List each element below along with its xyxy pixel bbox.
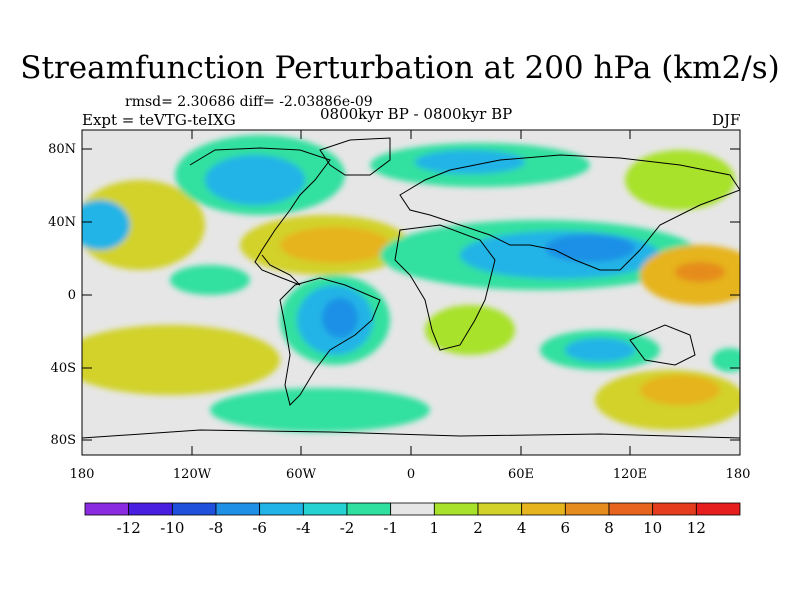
period-label: 0800kyr BP - 0800kyr BP	[320, 105, 513, 123]
field-pacific-high-core	[675, 262, 725, 282]
season-label: DJF	[712, 111, 741, 129]
colorbar-label: -6	[252, 519, 267, 537]
coast-africa	[394, 224, 496, 351]
colorbar-label: 12	[687, 519, 706, 537]
lon-label: 180	[70, 467, 95, 482]
lon-label: 120E	[613, 467, 647, 482]
lon-label: 0	[407, 467, 415, 482]
coast-antarctica	[82, 429, 740, 439]
lon-label: 60W	[286, 467, 317, 482]
colorbar-swatch	[433, 502, 479, 516]
colorbar-label: -4	[296, 519, 311, 537]
lat-label: 0	[68, 288, 76, 303]
colorbar-swatch	[390, 502, 435, 516]
colorbar-label: -8	[209, 519, 224, 537]
coast-greenland	[319, 137, 391, 176]
colorbar-swatch	[477, 502, 523, 516]
field-arctic-low	[415, 150, 525, 174]
field-atlantic-ridge-core	[280, 227, 390, 263]
field-south-pacific-positive	[82, 325, 280, 395]
colorbar-swatch	[302, 502, 348, 516]
colorbar-labels: -12 -10 -8 -6 -4 -2 -1 1 2 4 6 8 10 12	[117, 519, 706, 537]
colorbar-swatch	[128, 502, 173, 516]
colorbar-swatch	[608, 502, 654, 516]
colorbar-label: 4	[517, 519, 527, 537]
lat-labels: 80N 40N 0 40S 80S	[48, 142, 76, 448]
colorbar-swatch	[652, 502, 697, 516]
coast-australia	[629, 324, 696, 366]
stats-line: rmsd= 2.30686 diff= -2.03886e-09	[125, 94, 373, 110]
colorbar-label: -2	[340, 519, 355, 537]
field-indian-low	[565, 338, 635, 362]
lat-label: 80S	[51, 433, 76, 448]
colorbar-swatch	[215, 502, 261, 516]
colorbar-label: 6	[561, 519, 571, 537]
field-siberia-positive	[625, 150, 735, 210]
colorbar-swatch	[564, 502, 610, 516]
colorbar	[84, 502, 741, 516]
experiment-label: Expt = teVTG-teIXG	[82, 111, 236, 129]
field-africa-positive	[425, 305, 515, 355]
coast-eurasia	[399, 154, 740, 271]
colorbar-label: 10	[643, 519, 662, 537]
colorbar-label: -12	[117, 519, 141, 537]
lat-label: 40N	[48, 215, 76, 230]
colorbar-swatch	[259, 502, 304, 516]
lon-label: 120W	[173, 467, 212, 482]
lat-label: 40S	[51, 361, 76, 376]
colorbar-label: -10	[160, 519, 184, 537]
colorbar-label: -1	[383, 519, 398, 537]
lat-label: 80N	[48, 142, 76, 157]
lon-label: 60E	[508, 467, 534, 482]
colorbar-label: 8	[604, 519, 614, 537]
colorbar-label: 1	[430, 519, 440, 537]
field-pacific-nw-negative	[82, 200, 130, 250]
contour-fields	[82, 135, 740, 432]
chart-title: Streamfunction Perturbation at 200 hPa (…	[20, 50, 780, 86]
field-samerica-low-core	[322, 298, 358, 338]
colorbar-label: 2	[473, 519, 483, 537]
coastlines	[82, 137, 740, 439]
coast-south-america	[279, 277, 381, 406]
lon-tick-marks	[191, 130, 631, 455]
lon-label: 180	[726, 467, 751, 482]
colorbar-swatch	[171, 502, 217, 516]
field-far-east-low	[712, 348, 740, 372]
lon-labels: 180 120W 60W 0 60E 120E 180	[70, 467, 751, 482]
coast-north-america	[189, 147, 331, 286]
colorbar-swatch	[521, 502, 566, 516]
field-southern-high-core	[640, 375, 720, 405]
field-asia-low-core	[545, 234, 635, 262]
field-east-pacific-low	[170, 265, 250, 295]
lat-tick-marks	[82, 148, 740, 441]
colorbar-swatch	[84, 502, 130, 516]
field-canada-low	[205, 155, 305, 205]
colorbar-swatch	[346, 502, 392, 516]
colorbar-swatch	[695, 502, 741, 516]
field-southern-band	[210, 388, 430, 432]
